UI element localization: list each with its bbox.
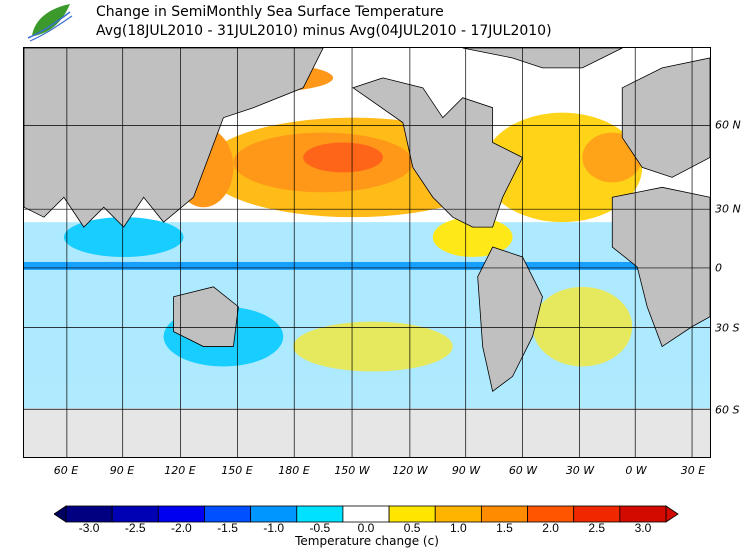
colorbar-swatch <box>388 505 436 523</box>
colorbar-tick-label: 1.0 <box>449 521 467 535</box>
lat-label: 30 S <box>715 321 740 335</box>
chart-subtitle: Avg(18JUL2010 - 31JUL2010) minus Avg(04J… <box>96 23 552 39</box>
lon-label: 120 W <box>392 464 428 477</box>
colorbar-swatch <box>250 505 298 523</box>
colorbar-swatch <box>157 505 205 523</box>
kma-logo <box>27 4 73 42</box>
sst-change-map <box>23 47 711 458</box>
colorbar-swatch <box>434 505 482 523</box>
lat-label: 60 N <box>715 118 741 132</box>
lon-label: 120 E <box>164 464 196 477</box>
colorbar-swatch <box>204 505 252 523</box>
colorbar-tick-label: -3.0 <box>78 521 100 535</box>
colorbar-tick-label: -0.5 <box>309 521 331 535</box>
colorbar-tick-label: 0.0 <box>357 521 375 535</box>
lat-label: 30 N <box>715 202 741 216</box>
colorbar-swatch <box>527 505 575 523</box>
colorbar-swatch <box>480 505 528 523</box>
sea-ice-region <box>24 408 710 457</box>
colorbar-swatch <box>296 505 344 523</box>
colorbar-swatch <box>65 505 113 523</box>
lon-label: 0 W <box>625 464 647 477</box>
colorbar-tick-label: 0.5 <box>403 521 421 535</box>
colorbar-tick-label: -1.0 <box>263 521 285 535</box>
colorbar-under-arrow <box>54 505 67 523</box>
lon-label: 30 E <box>680 464 706 477</box>
colorbar-tick-label: -1.5 <box>217 521 238 535</box>
colorbar-swatch <box>111 505 159 523</box>
colorbar-tick-label: 2.5 <box>588 521 606 535</box>
colorbar-tick-label: -2.0 <box>171 521 192 535</box>
colorbar-tick-label: 1.5 <box>496 521 513 535</box>
colorbar-tick-label: 2.0 <box>542 521 559 535</box>
colorbar-swatch <box>619 505 667 523</box>
colorbar-swatch <box>573 505 621 523</box>
colorbar-swatch <box>342 505 390 523</box>
lon-label: 60 E <box>53 464 79 477</box>
colorbar-tick-label: -2.5 <box>124 521 146 535</box>
chart-title: Change in SemiMonthly Sea Surface Temper… <box>96 4 444 20</box>
colorbar <box>54 505 679 523</box>
lon-label: 30 W <box>565 464 595 477</box>
lon-label: 90 E <box>109 464 135 477</box>
graticule <box>24 48 710 457</box>
colorbar-tick-label: 3.0 <box>634 521 652 535</box>
lat-label: 0 <box>715 261 722 275</box>
lat-label: 60 S <box>715 403 740 417</box>
lon-label: 180 E <box>278 464 310 477</box>
lon-label: 60 W <box>508 464 538 477</box>
lon-label: 150 W <box>334 464 370 477</box>
continents <box>24 48 710 393</box>
colorbar-over-arrow <box>665 505 679 523</box>
lon-label: 150 E <box>221 464 253 477</box>
lon-label: 90 W <box>451 464 481 477</box>
colorbar-label: Temperature change (c) <box>295 534 439 548</box>
